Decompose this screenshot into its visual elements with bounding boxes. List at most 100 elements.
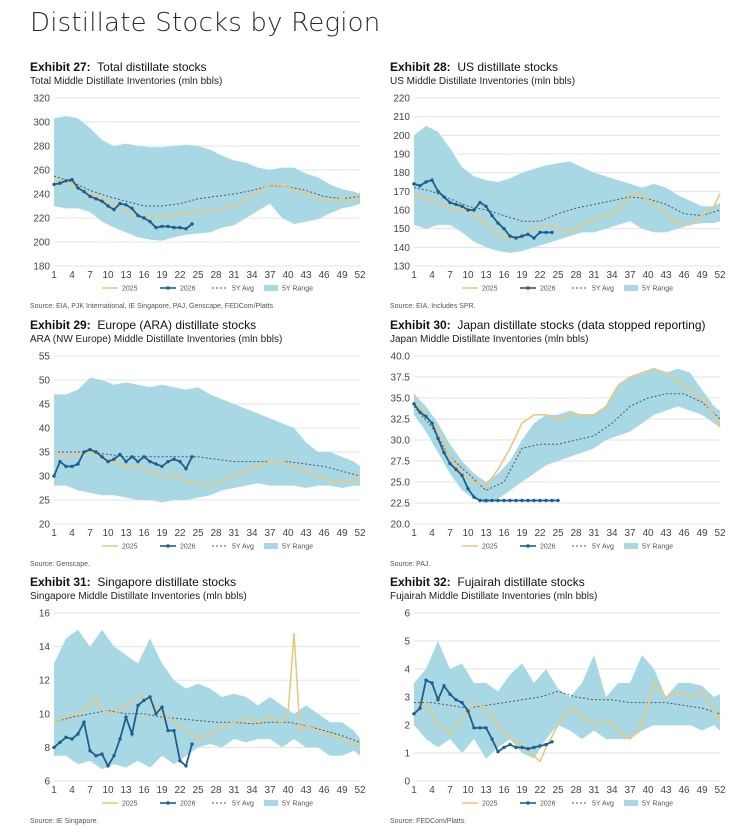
legend-range-swatch [624, 285, 638, 291]
x-tick-label: 19 [156, 785, 168, 796]
legend-range-swatch [624, 800, 638, 806]
series-2026-point [502, 745, 506, 750]
legend-2025-label: 2025 [122, 801, 138, 808]
x-tick-label: 28 [210, 270, 222, 281]
x-tick-label: 46 [678, 270, 690, 281]
series-2026-point [544, 230, 548, 235]
series-2026-point [88, 447, 92, 452]
y-tick-label: 200 [33, 238, 50, 249]
chart-source: Source: EIA, PJK International, IE Singa… [30, 303, 274, 310]
legend-range-label: 5Y Range [282, 544, 313, 551]
series-2026-point [82, 720, 86, 724]
y-tick-label: 3 [404, 693, 410, 704]
series-2026-point [514, 745, 518, 750]
y-tick-label: 37.5 [391, 373, 411, 384]
x-tick-label: 43 [300, 270, 312, 281]
exhibit-32-panel: Exhibit 32: Fujairah distillate stocks F… [390, 575, 730, 825]
x-tick-label: 40 [282, 785, 294, 796]
y-tick-label: 220 [393, 94, 410, 105]
x-tick-label: 19 [516, 785, 528, 796]
series-2026-point [460, 204, 464, 208]
y-tick-label: 210 [393, 112, 410, 123]
series-2026-point [520, 745, 524, 750]
series-2026-point [190, 455, 194, 459]
y-tick-label: 190 [393, 150, 410, 161]
exhibit-heading: Exhibit 27: Total distillate stocks [30, 60, 370, 74]
series-2026-point [466, 709, 470, 713]
series-2026-point [154, 712, 158, 716]
series-2026-point [166, 728, 170, 733]
y-tick-label: 140 [393, 243, 410, 254]
x-tick-label: 13 [120, 270, 132, 281]
x-tick-label: 49 [696, 785, 708, 796]
legend-range-swatch [264, 543, 278, 549]
y-tick-label: 27.5 [391, 457, 411, 468]
series-2026-point [70, 737, 74, 741]
y-tick-label: 200 [393, 131, 410, 142]
exhibit-heading: Exhibit 30: Japan distillate stocks (dat… [390, 318, 730, 332]
x-tick-label: 4 [429, 528, 435, 539]
x-tick-label: 49 [696, 528, 708, 539]
series-2026-point [166, 459, 170, 464]
exhibit-number: Exhibit 28: [390, 60, 451, 74]
x-tick-label: 4 [69, 270, 75, 281]
x-tick-label: 52 [354, 270, 366, 281]
x-tick-label: 10 [102, 785, 114, 796]
x-tick-label: 10 [102, 528, 114, 539]
x-tick-label: 49 [336, 528, 348, 539]
series-2026-point [526, 747, 530, 751]
y-tick-label: 5 [404, 637, 410, 648]
series-2026-point [64, 735, 68, 740]
series-2026-point [154, 225, 158, 230]
series-2026-point [520, 498, 524, 503]
chart-subtitle: Fujairah Middle Distillate Inventories (… [390, 591, 598, 602]
series-2026-point [118, 201, 122, 206]
series-2026-point [124, 203, 128, 207]
x-tick-label: 7 [87, 785, 93, 796]
y-tick-label: 32.5 [391, 415, 411, 426]
x-tick-label: 46 [678, 528, 690, 539]
x-tick-label: 52 [714, 270, 726, 281]
chart-plot: 130 140 150 160 170 180 190 200 210 220 1 4 7 10 13 16 1… [393, 94, 726, 293]
legend-avg-label: 5Y Avg [592, 801, 614, 808]
series-2026-point [532, 498, 536, 503]
legend-2025-label: 2025 [482, 286, 498, 293]
series-2026-point [484, 726, 488, 730]
series-2026-point [178, 459, 182, 464]
range-band [54, 629, 360, 770]
exhibit-number: Exhibit 31: [30, 575, 91, 589]
x-tick-label: 37 [624, 528, 636, 539]
series-2026-point [136, 459, 140, 464]
exhibit-heading: Exhibit 31: Singapore distillate stocks [30, 575, 370, 589]
legend-range-label: 5Y Range [282, 801, 313, 808]
x-tick-label: 49 [336, 270, 348, 281]
x-tick-label: 7 [87, 270, 93, 281]
range-band [54, 377, 360, 503]
series-2026-point [478, 726, 482, 730]
x-tick-label: 4 [69, 785, 75, 796]
y-tick-label: 30 [39, 472, 51, 483]
series-2026-point [436, 698, 440, 702]
legend-2026-label: 2026 [540, 544, 556, 551]
x-tick-label: 13 [480, 528, 492, 539]
chart-source: Source: FEDCom/Platts. [390, 818, 467, 825]
legend-avg-label: 5Y Avg [592, 286, 614, 293]
range-band [54, 116, 360, 241]
x-tick-label: 25 [192, 785, 204, 796]
legend-2026-label: 2026 [180, 286, 196, 293]
x-tick-label: 34 [606, 270, 618, 281]
x-tick-label: 19 [156, 270, 168, 281]
legend-2026-label: 2026 [180, 544, 196, 551]
x-tick-label: 4 [429, 785, 435, 796]
x-tick-label: 34 [606, 785, 618, 796]
series-2026-point [172, 728, 176, 733]
legend-avg-label: 5Y Avg [232, 801, 254, 808]
legend-2025-label: 2025 [122, 544, 138, 551]
y-tick-label: 150 [393, 224, 410, 235]
series-2026-point [172, 225, 176, 230]
chart-source: Source: EIA. Includes SPR. [390, 303, 476, 310]
x-tick-label: 28 [210, 528, 222, 539]
series-2026-point [52, 182, 56, 187]
